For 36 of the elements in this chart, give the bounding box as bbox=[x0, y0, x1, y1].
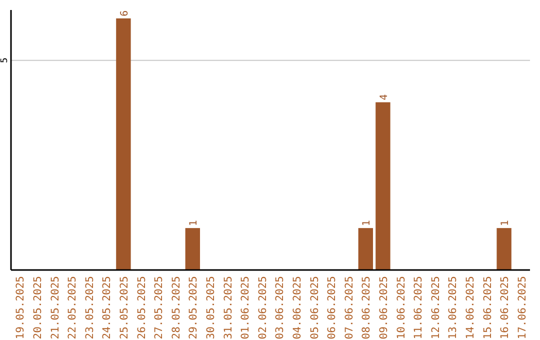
x-tick-label: 22.05.2025 bbox=[66, 276, 79, 340]
x-tick-label: 16.06.2025 bbox=[499, 276, 512, 340]
x-tick-label: 20.05.2025 bbox=[32, 276, 44, 340]
x-tick-label: 05.06.2025 bbox=[308, 276, 321, 340]
x-tick-label: 21.05.2025 bbox=[49, 276, 62, 340]
x-tick-label: 09.06.2025 bbox=[378, 276, 390, 340]
x-tick-label: 23.05.2025 bbox=[84, 276, 96, 340]
x-tick-label: 15.06.2025 bbox=[482, 276, 494, 340]
x-tick-label: 04.06.2025 bbox=[291, 276, 304, 340]
x-tick-label: 31.05.2025 bbox=[222, 276, 234, 340]
x-tick-label: 07.06.2025 bbox=[343, 276, 356, 340]
x-tick-label: 08.06.2025 bbox=[360, 276, 373, 340]
x-tick-label: 03.06.2025 bbox=[274, 276, 286, 340]
y-tick-label: 5 bbox=[0, 58, 10, 64]
data-label: 4 bbox=[378, 94, 390, 100]
x-tick-label: 01.06.2025 bbox=[240, 276, 252, 340]
data-label: 1 bbox=[362, 220, 373, 226]
x-tick-label: 11.06.2025 bbox=[412, 276, 425, 340]
x-tick-label: 24.05.2025 bbox=[101, 276, 114, 340]
x-tick-label: 10.06.2025 bbox=[395, 276, 408, 340]
x-tick-label: 25.05.2025 bbox=[118, 276, 130, 340]
x-tick-label: 06.06.2025 bbox=[326, 276, 338, 340]
x-tick-label: 14.06.2025 bbox=[464, 276, 476, 340]
x-tick-label: 27.05.2025 bbox=[153, 276, 166, 340]
data-label: 1 bbox=[500, 220, 512, 226]
x-tick-label: 28.05.2025 bbox=[170, 276, 182, 340]
x-tick-label: 13.06.2025 bbox=[447, 276, 460, 340]
x-tick-label: 02.06.2025 bbox=[256, 276, 269, 340]
x-tick-label: 17.06.2025 bbox=[516, 276, 528, 340]
data-label: 6 bbox=[119, 10, 130, 16]
x-tick-label: 26.05.2025 bbox=[136, 276, 148, 340]
x-tick-label: 29.05.2025 bbox=[188, 276, 200, 340]
x-tick-label: 12.06.2025 bbox=[430, 276, 442, 340]
x-tick-label: 19.05.2025 bbox=[14, 276, 27, 340]
x-tick-label: 30.05.2025 bbox=[204, 276, 217, 340]
data-label: 1 bbox=[188, 220, 200, 226]
